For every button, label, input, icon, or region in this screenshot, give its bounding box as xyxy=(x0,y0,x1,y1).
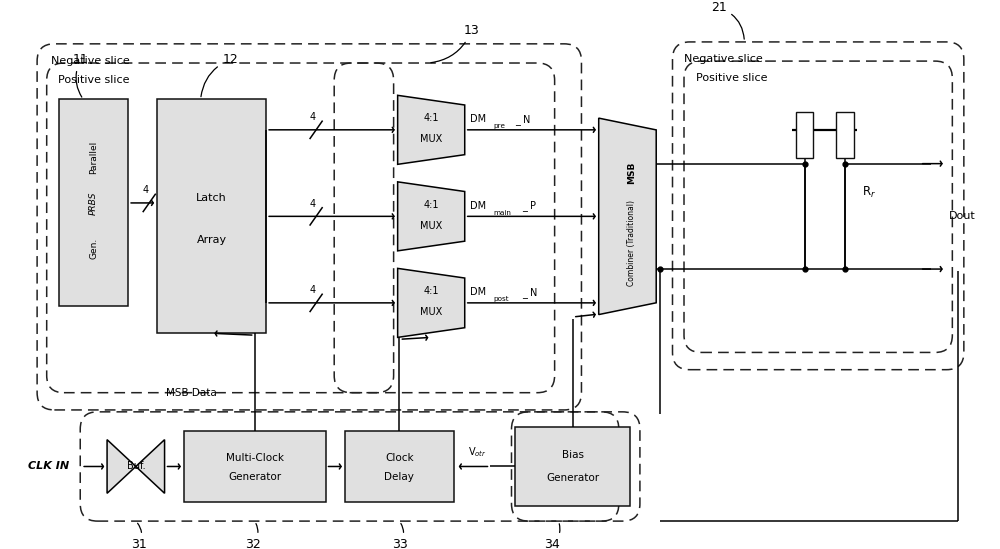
Text: MSB Data: MSB Data xyxy=(166,388,217,397)
Text: V$_{otr}$: V$_{otr}$ xyxy=(468,445,486,459)
Text: 4:1: 4:1 xyxy=(423,287,439,296)
Polygon shape xyxy=(107,440,136,494)
Text: Positive slice: Positive slice xyxy=(58,75,130,85)
Text: Multi-Clock: Multi-Clock xyxy=(226,453,284,463)
Text: 12: 12 xyxy=(201,53,238,97)
FancyBboxPatch shape xyxy=(157,99,266,333)
Text: Dout: Dout xyxy=(949,211,975,221)
Text: Parallel: Parallel xyxy=(89,141,98,174)
Text: Latch: Latch xyxy=(196,193,227,203)
Text: R$_r$: R$_r$ xyxy=(862,185,876,200)
Text: 4: 4 xyxy=(309,113,315,122)
Text: _ P: _ P xyxy=(522,200,536,211)
Text: Negative slice: Negative slice xyxy=(51,56,129,66)
Text: MUX: MUX xyxy=(420,135,442,144)
Text: 4:1: 4:1 xyxy=(423,200,439,210)
Text: PRBS: PRBS xyxy=(89,191,98,215)
Text: 31: 31 xyxy=(131,523,147,549)
Text: Bias: Bias xyxy=(562,451,584,461)
Text: MUX: MUX xyxy=(420,307,442,317)
Text: Generator: Generator xyxy=(546,473,599,483)
Text: Combiner (Traditional): Combiner (Traditional) xyxy=(627,200,636,286)
Text: 13: 13 xyxy=(431,24,479,63)
FancyBboxPatch shape xyxy=(836,112,854,158)
Polygon shape xyxy=(398,182,465,251)
Text: DM: DM xyxy=(470,114,486,124)
Text: _ N: _ N xyxy=(515,114,530,125)
Text: Generator: Generator xyxy=(228,472,281,482)
Text: 4: 4 xyxy=(309,285,315,295)
Text: CLK IN: CLK IN xyxy=(28,462,70,472)
Text: 4: 4 xyxy=(142,184,148,194)
Text: DM: DM xyxy=(470,201,486,211)
Text: MUX: MUX xyxy=(420,221,442,231)
Polygon shape xyxy=(398,268,465,338)
FancyBboxPatch shape xyxy=(184,431,326,502)
Text: 4:1: 4:1 xyxy=(423,113,439,124)
Text: 33: 33 xyxy=(392,523,407,549)
Text: 21: 21 xyxy=(711,1,744,39)
Text: Delay: Delay xyxy=(384,472,414,482)
Text: Positive slice: Positive slice xyxy=(696,74,767,83)
FancyBboxPatch shape xyxy=(515,427,630,506)
Text: Array: Array xyxy=(196,235,227,245)
FancyBboxPatch shape xyxy=(345,431,454,502)
Text: DM: DM xyxy=(470,287,486,298)
Text: Gen.: Gen. xyxy=(89,238,98,259)
Text: Buf.: Buf. xyxy=(127,462,145,472)
Text: main: main xyxy=(493,210,511,216)
Polygon shape xyxy=(599,118,656,315)
Text: 4: 4 xyxy=(309,199,315,209)
Text: Negative slice: Negative slice xyxy=(684,54,763,64)
Text: Clock: Clock xyxy=(385,453,414,463)
Text: pre: pre xyxy=(493,123,505,129)
Text: 34: 34 xyxy=(544,524,560,549)
FancyBboxPatch shape xyxy=(796,112,813,158)
Text: _ N: _ N xyxy=(522,287,538,298)
Text: 32: 32 xyxy=(245,524,261,549)
Text: 11: 11 xyxy=(73,53,89,97)
Polygon shape xyxy=(398,96,465,164)
Text: MSB: MSB xyxy=(627,162,636,184)
FancyBboxPatch shape xyxy=(59,99,128,306)
Polygon shape xyxy=(136,440,165,494)
Text: post: post xyxy=(493,296,509,302)
